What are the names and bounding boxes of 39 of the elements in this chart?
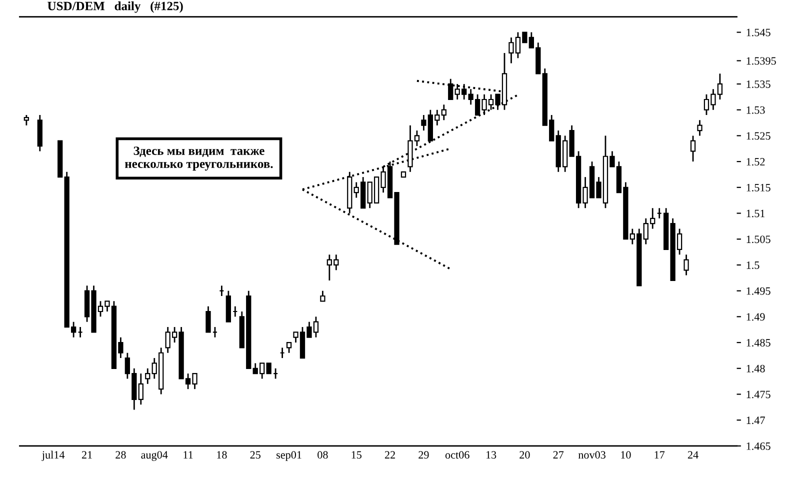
chart-title: USD/DEM daily (#125) bbox=[48, 1, 183, 13]
y-tick-label: 1.515 bbox=[746, 184, 770, 192]
x-tick-label: jul14 bbox=[42, 450, 65, 461]
x-tick-label: 27 bbox=[553, 451, 564, 459]
x-tick-label: 08 bbox=[318, 451, 328, 459]
x-tick-label: 13 bbox=[486, 451, 496, 459]
y-tick-label: 1.505 bbox=[746, 236, 770, 244]
y-tick-label: 1.485 bbox=[746, 338, 770, 347]
y-tick-label: 1.53 bbox=[746, 106, 765, 114]
y-tick-label: 1.545 bbox=[746, 28, 770, 36]
annotation: Здесь мы видим также несколько треугольников. bbox=[124, 146, 273, 171]
x-tick-label: aug04 bbox=[141, 451, 168, 461]
y-tick-label: 1.525 bbox=[746, 132, 770, 140]
y-tick-label: 1.52 bbox=[746, 158, 765, 166]
y-tick-label: 1.47 bbox=[746, 416, 765, 424]
y-tick-label: 1.5 bbox=[746, 261, 760, 269]
y-tick-label: 1.48 bbox=[746, 364, 765, 372]
y-tick-label: 1.51 bbox=[746, 210, 765, 218]
y-tick-label: 1.465 bbox=[746, 442, 770, 450]
y-tick-label: 1.475 bbox=[746, 390, 770, 398]
y-tick-label: 1.5395 bbox=[746, 57, 776, 65]
x-tick-label: 21 bbox=[82, 451, 92, 459]
y-tick-label: 1.535 bbox=[746, 80, 770, 88]
x-tick-label: 28 bbox=[116, 451, 126, 459]
x-tick-label: 18 bbox=[217, 451, 227, 459]
x-tick-label: 24 bbox=[688, 451, 698, 459]
x-tick-label: oct06 bbox=[445, 451, 470, 459]
y-tick-label: 1.495 bbox=[746, 287, 770, 295]
x-tick-label: 10 bbox=[621, 451, 631, 459]
x-tick-label: 11 bbox=[184, 451, 193, 459]
x-tick-label: nov03 bbox=[578, 451, 606, 459]
x-tick-label: 22 bbox=[384, 451, 395, 459]
x-tick-label: 25 bbox=[250, 451, 260, 459]
x-tick-label: 15 bbox=[352, 451, 362, 459]
x-tick-label: 20 bbox=[520, 451, 530, 459]
x-tick-label: 29 bbox=[418, 451, 429, 459]
x-tick-label: sep01 bbox=[276, 451, 302, 461]
x-tick-label: 17 bbox=[654, 451, 665, 459]
y-tick-label: 1.49 bbox=[746, 313, 765, 321]
